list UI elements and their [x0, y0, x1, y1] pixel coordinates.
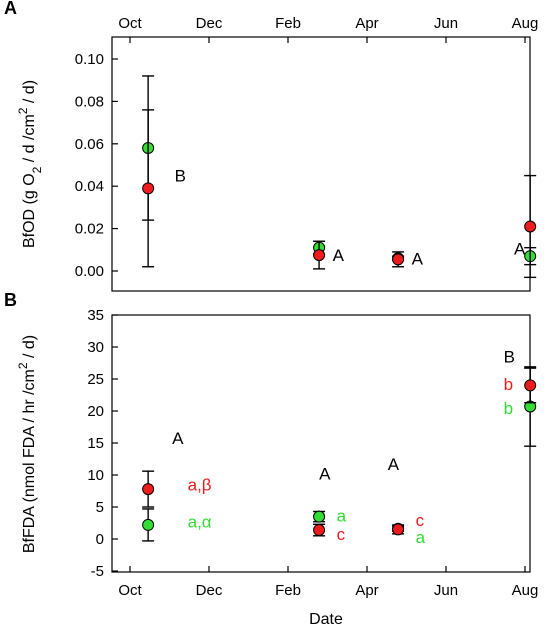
red-data-point	[392, 523, 405, 536]
marker	[313, 510, 326, 523]
annotation-label: A	[412, 250, 424, 269]
x-tick-label: Oct	[118, 582, 142, 599]
y-tick-label: 30	[87, 339, 104, 356]
y-tick-label: 0.10	[75, 51, 104, 68]
annotation-label: A	[319, 465, 331, 484]
y-tick-label: 20	[87, 403, 104, 420]
panel-a-x-ticks: Oct Dec Feb Apr Jun Aug	[118, 15, 538, 43]
y-tick-label: 0.04	[75, 178, 104, 195]
annotation-label: B	[504, 348, 515, 367]
red-data-point	[524, 174, 537, 279]
y-tick-label: 0.08	[75, 93, 104, 110]
panel-a-y-ticks: 0.00 0.02 0.04 0.06 0.08 0.10	[75, 51, 118, 280]
annotation-label: A	[388, 455, 400, 474]
annotation-label: a	[337, 506, 347, 525]
y-tick-label: 0.02	[75, 221, 104, 238]
green-data-point	[142, 508, 155, 542]
annotation-label: B	[175, 167, 186, 186]
marker	[392, 253, 405, 266]
x-tick-label: Apr	[355, 582, 378, 599]
red-data-point	[313, 240, 326, 270]
marker	[142, 483, 155, 496]
annotation-label: A	[514, 240, 526, 259]
y-tick-label: 0.00	[75, 263, 104, 280]
x-tick-label: Aug	[512, 15, 539, 32]
marker	[142, 182, 155, 195]
x-tick-label: Oct	[118, 15, 142, 32]
panel-a-series	[142, 75, 537, 279]
x-tick-label: Feb	[275, 582, 301, 599]
annotation-label: a	[416, 528, 426, 547]
annotation-label: c	[416, 511, 425, 530]
marker	[313, 524, 326, 537]
panel-b-series	[142, 366, 537, 542]
x-tick-label: Jun	[434, 15, 458, 32]
annotation-label: a,α	[188, 513, 212, 532]
y-tick-label: 0	[96, 531, 104, 548]
panel-b-x-axis-label: Date	[309, 611, 343, 628]
panel-b-y-ticks: -5 0 5 10 15 20 25 30 35	[87, 307, 118, 580]
x-tick-label: Apr	[355, 15, 378, 32]
annotation-label: b	[504, 375, 513, 394]
y-tick-label: 25	[87, 371, 104, 388]
annotation-label: A	[172, 429, 184, 448]
y-tick-label: 0.06	[75, 136, 104, 153]
panel-b-x-ticks: Oct Dec Feb Apr Jun Aug	[118, 566, 538, 599]
panel-b-y-axis-label: BfFDA (nmol FDA / hr /cm2 / d)	[16, 335, 38, 553]
panel-a: A Oct Dec Feb Apr Jun Aug 0.000.020.040.060.0…	[4, 0, 538, 292]
green-data-point	[313, 510, 326, 523]
panel-a-frame	[111, 36, 531, 292]
x-tick-label: Dec	[196, 15, 223, 32]
marker	[142, 518, 155, 531]
x-tick-label: Dec	[196, 582, 223, 599]
marker	[392, 523, 405, 536]
panel-a-letter: A	[4, 0, 17, 18]
y-tick-label: 15	[87, 435, 104, 452]
panel-a-y-axis-label: BfOD (g O2 / d /cm2 / d)	[16, 80, 44, 248]
red-data-point	[392, 251, 405, 268]
marker	[524, 379, 537, 392]
red-data-point	[142, 470, 155, 508]
panel-b-letter: B	[4, 290, 17, 310]
red-data-point	[142, 109, 155, 268]
x-tick-label: Feb	[275, 15, 301, 32]
marker	[313, 249, 326, 262]
x-tick-label: Aug	[512, 582, 539, 599]
x-tick-label: Jun	[434, 582, 458, 599]
red-data-point	[313, 523, 326, 537]
annotation-label: c	[337, 525, 346, 544]
annotation-label: a,β	[188, 476, 212, 495]
y-tick-label: 10	[87, 467, 104, 484]
panel-b: B Oct Dec Feb Apr Jun Aug -5 0 5 10 15 20 25 30 35 Aa…	[4, 290, 538, 628]
marker	[524, 220, 537, 233]
red-data-point	[524, 367, 537, 404]
y-tick-label: 35	[87, 307, 104, 324]
y-tick-label: -5	[91, 563, 104, 580]
annotation-label: b	[504, 399, 513, 418]
y-tick-label: 5	[96, 499, 104, 516]
panel-a-annotations: B A A A	[175, 167, 526, 269]
annotation-label: A	[333, 246, 345, 265]
